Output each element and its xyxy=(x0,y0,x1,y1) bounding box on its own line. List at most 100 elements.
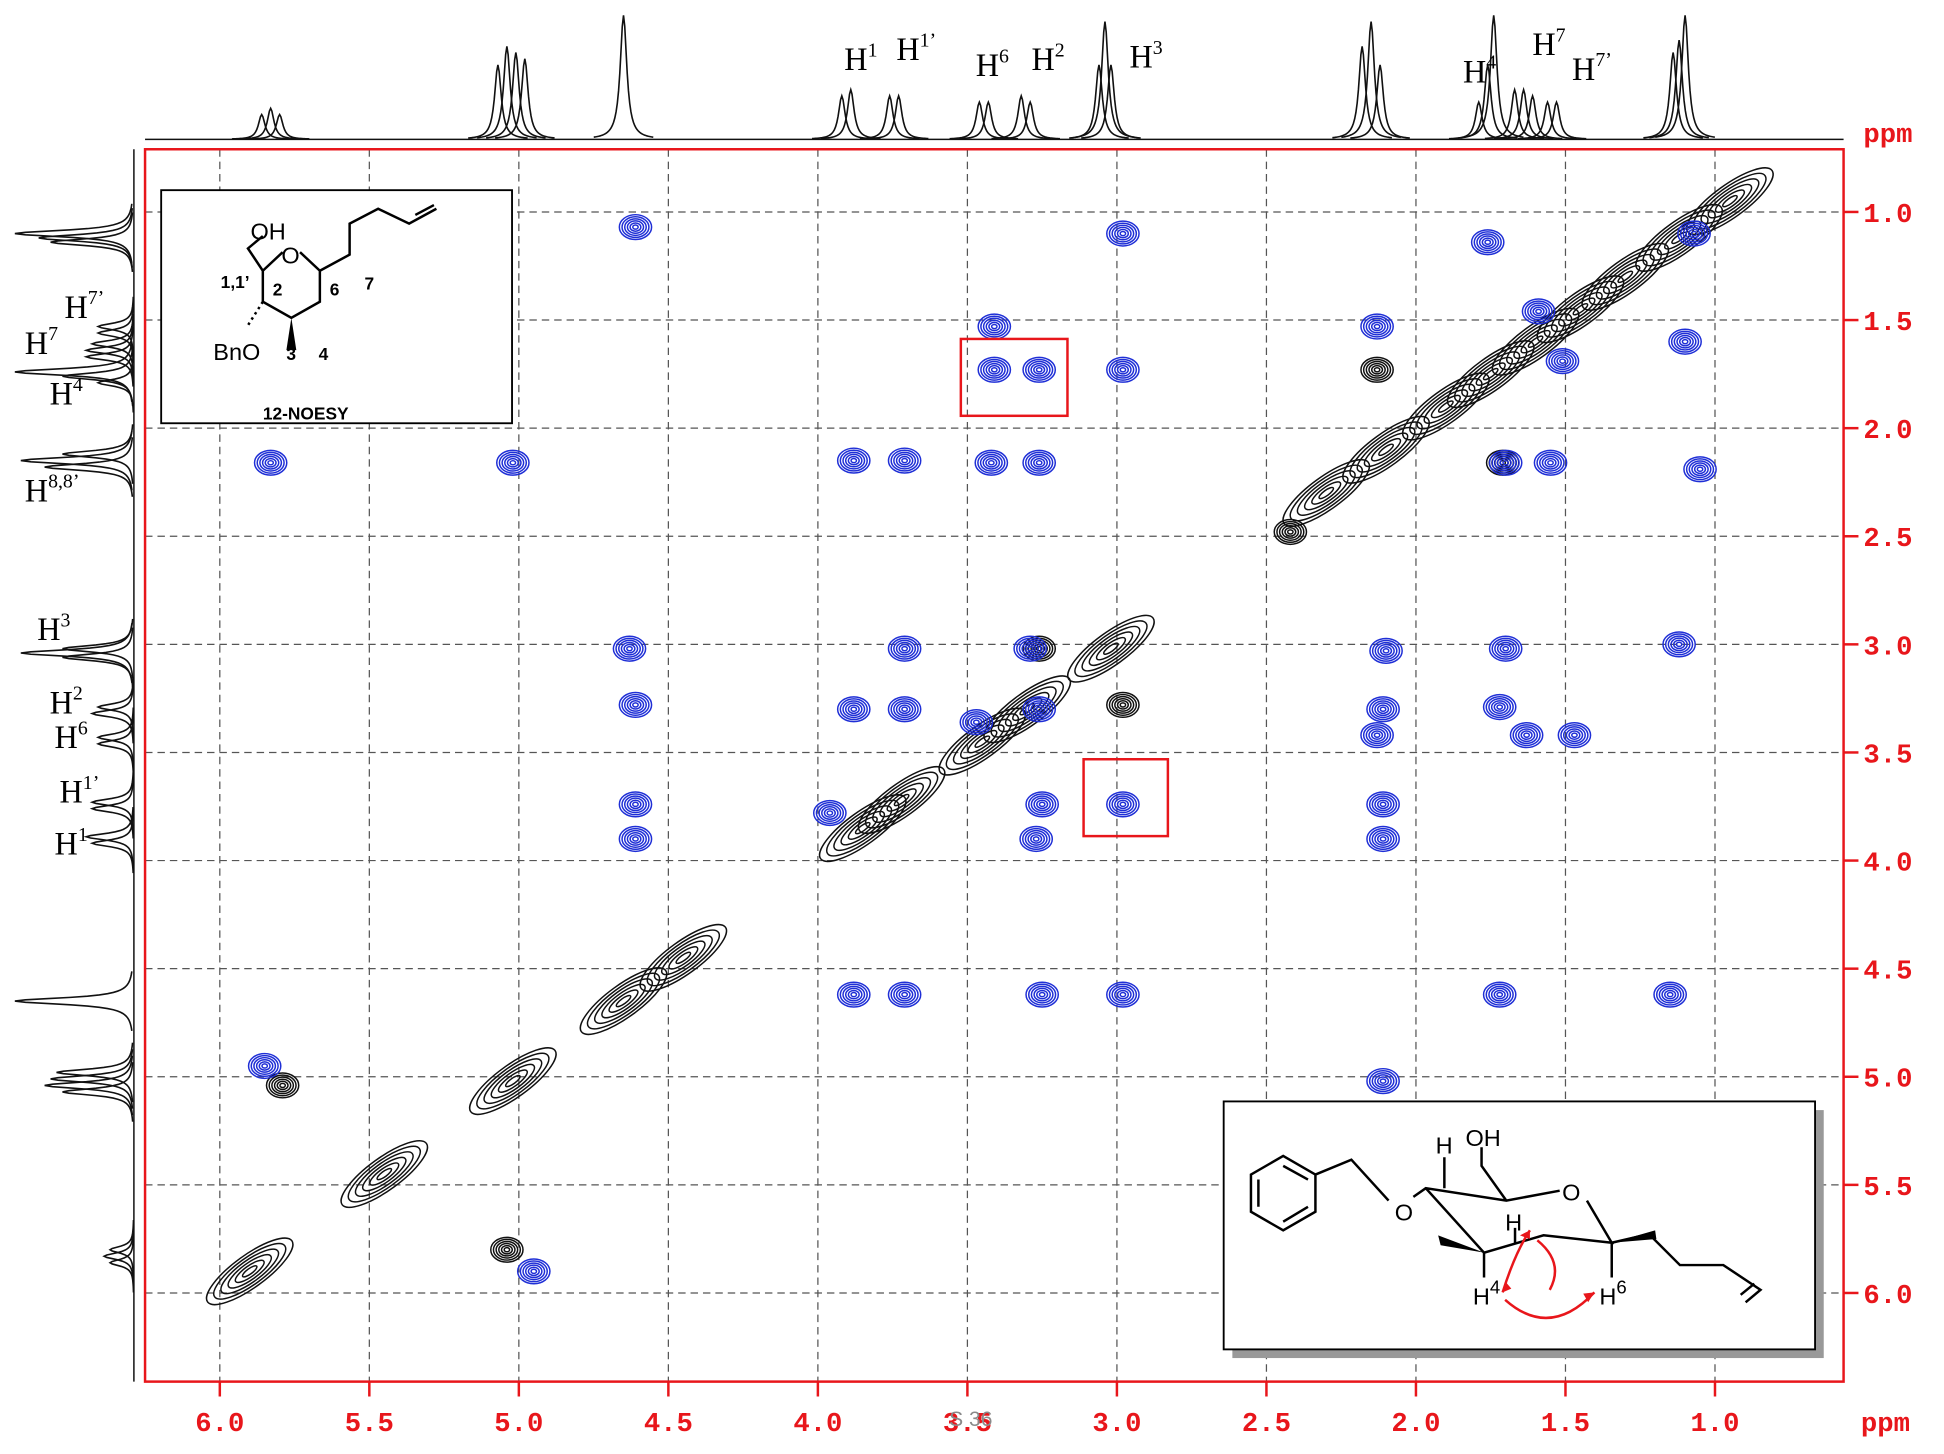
contour-ring xyxy=(522,1262,546,1281)
contour-ring xyxy=(1021,641,1040,656)
cross-peak xyxy=(1581,242,1670,311)
contour-ring xyxy=(1371,795,1395,814)
contour-ring xyxy=(1588,248,1663,306)
contour-ring xyxy=(893,451,917,470)
contour-ring xyxy=(653,934,713,981)
cross-peak xyxy=(1677,220,1711,247)
contour-ring xyxy=(626,697,645,712)
contour-ring xyxy=(980,315,1009,338)
cross-peak xyxy=(1360,356,1394,383)
peak-label: H2 xyxy=(50,683,83,721)
contour-ring xyxy=(496,449,530,476)
contour-ring xyxy=(264,457,277,468)
cross-peak xyxy=(468,1047,557,1116)
peak-label: H4 xyxy=(50,374,83,412)
peak-label: H2 xyxy=(1032,39,1065,77)
contour-ring xyxy=(1116,700,1130,710)
contour-ring xyxy=(1024,698,1054,721)
contour-ring xyxy=(850,706,858,713)
y-tick-label: 3.0 xyxy=(1863,632,1912,663)
cross-peak xyxy=(1025,981,1060,1008)
contour-ring xyxy=(1368,827,1398,851)
contour-ring xyxy=(261,455,280,470)
contour-ring xyxy=(1371,1072,1395,1091)
contour-ring xyxy=(1690,230,1698,237)
y-tick-label: 3.5 xyxy=(1863,740,1912,771)
cross-peak xyxy=(253,449,288,476)
cross-peak xyxy=(1282,459,1371,528)
contour-ring xyxy=(1550,286,1610,333)
contour-ring xyxy=(1670,637,1688,652)
highlight-box xyxy=(959,337,1069,418)
contour-ring xyxy=(890,637,919,660)
contour-ring xyxy=(1368,728,1386,743)
contour-ring xyxy=(980,358,1009,381)
contour-ring xyxy=(1067,614,1155,683)
contour-ring xyxy=(1365,726,1389,745)
contour-ring xyxy=(1111,695,1135,714)
contour-ring xyxy=(1496,455,1515,470)
contour-ring xyxy=(1035,459,1043,466)
contour-ring xyxy=(1368,362,1386,377)
contour-ring xyxy=(1517,728,1536,743)
contour-ring xyxy=(250,1054,279,1078)
contour-ring xyxy=(516,1258,551,1285)
contour-ring xyxy=(1559,358,1566,364)
cross-peak xyxy=(1106,691,1140,719)
left-spectrum-peak xyxy=(83,806,134,867)
contour-ring xyxy=(1565,297,1596,322)
contour-ring xyxy=(887,696,922,723)
contour-ring xyxy=(1024,451,1054,474)
contour-ring xyxy=(1430,394,1461,419)
contour-ring xyxy=(259,453,283,472)
contour-ring xyxy=(812,799,847,827)
top-spectrum-peak xyxy=(1655,15,1715,138)
y-tick-label: 1.0 xyxy=(1863,200,1912,231)
contour-ring xyxy=(615,994,632,1008)
contour-ring xyxy=(1371,829,1395,848)
contour-ring xyxy=(1468,356,1514,392)
contour-ring xyxy=(1108,983,1138,1006)
contour-ring xyxy=(964,713,988,732)
contour-ring xyxy=(527,1266,540,1277)
contour-ring xyxy=(1560,724,1589,747)
contour-ring xyxy=(1515,726,1539,745)
contour-ring xyxy=(1030,795,1054,814)
contour-ring xyxy=(1642,209,1716,267)
contour-ring xyxy=(498,451,528,474)
cross-peak xyxy=(1067,614,1155,683)
hash-bond xyxy=(246,301,264,326)
contour-ring xyxy=(623,643,636,654)
contour-ring xyxy=(839,983,868,1006)
bond xyxy=(1443,1157,1613,1278)
contour-ring xyxy=(629,799,642,810)
contour-ring xyxy=(979,453,1003,472)
left-spectrum-peak xyxy=(89,772,134,832)
contour-ring xyxy=(1022,449,1057,476)
peak-label: H7’ xyxy=(1572,49,1612,87)
contour-ring xyxy=(1022,696,1057,723)
cross-peak xyxy=(1401,372,1490,441)
contour-ring xyxy=(668,946,699,970)
contour-ring xyxy=(1032,836,1040,842)
contour-ring xyxy=(982,317,1006,336)
cross-peak xyxy=(818,794,907,863)
contour-ring xyxy=(1557,722,1592,749)
contour-ring xyxy=(847,455,860,466)
peak-label: H1 xyxy=(55,824,88,862)
contour-ring xyxy=(1494,639,1518,658)
cross-peak xyxy=(247,1052,282,1080)
conformation-inset: H OH O O H H4 H6 xyxy=(1222,1100,1824,1359)
contour-ring xyxy=(1401,372,1490,441)
contour-ring xyxy=(1491,637,1520,660)
cross-peak xyxy=(1022,696,1057,723)
contour-ring xyxy=(1496,991,1504,998)
cross-peak xyxy=(1025,791,1060,818)
contour-ring xyxy=(1707,183,1753,219)
contour-ring xyxy=(887,447,922,474)
left-peak-labels: H7’ H7 H4 H8,8’ H3 H2 H6 H1’ H1 xyxy=(25,287,104,861)
contour-ring xyxy=(977,451,1006,474)
contour-ring xyxy=(1536,451,1565,474)
